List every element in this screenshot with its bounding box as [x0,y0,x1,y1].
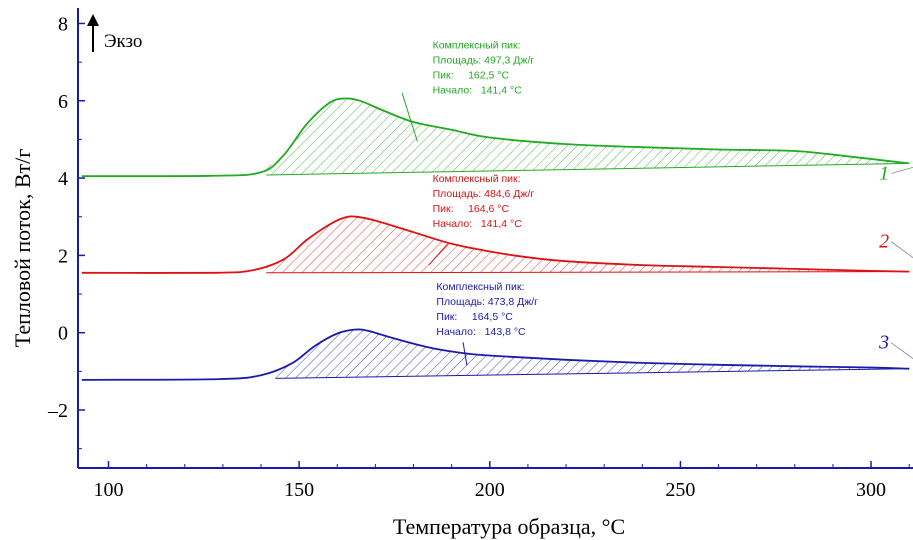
x-tick-label: 150 [284,479,314,501]
curve-number-labels: 1 2 3 [878,162,913,359]
curve-label-1: 1 [879,162,889,184]
peak-annotation-2: Комплексный пик: Площадь: 484,6 Дж/г Пик: … [428,173,535,266]
annotation-line: Начало: 143,8 °C [436,326,526,338]
annotation-line: Площадь: 497,3 Дж/г [433,55,535,67]
curve-label-leader [891,167,913,174]
annotation-line: Площадь: 473,8 Дж/г [436,296,538,308]
x-tick-label: 200 [475,479,505,501]
annotation-leader [401,92,418,142]
annotation-line: Пик: 164,6 °C [433,203,510,215]
exo-arrow-icon [87,14,99,52]
curve-3 [81,328,910,381]
annotation-line: Площадь: 484,6 Дж/г [433,188,535,200]
curve-label-leader [890,241,913,258]
curve-label-leader [890,342,913,359]
annotation-line: Пик: 164,5 °C [436,311,513,323]
annotation-line: Пик: 162,5 °C [433,70,510,82]
y-tick-label: 8 [58,13,68,35]
x-tick-label: 100 [94,479,124,501]
annotation-line: Комплексный пик: [436,281,524,293]
y-tick-label: 6 [58,91,68,113]
baseline-2 [266,271,910,274]
annotation-leader [462,342,468,366]
y-tick-label: 4 [58,168,68,190]
curve-1 [81,97,910,178]
peak-area-3 [275,329,910,379]
annotation-line: Комплексный пик: [433,173,521,185]
annotation-leader [428,243,449,266]
annotation-line: Комплексный пик: [433,40,521,52]
x-axis-title: Температура образца, °C [393,514,625,539]
y-tick-label: 0 [58,323,68,345]
curve-label-2: 2 [879,231,889,253]
curve-label-3: 3 [878,332,889,354]
y-axis-title: Тепловой поток, Вт/г [10,149,35,348]
x-tick-label: 250 [665,479,695,501]
axis-ticks [78,22,910,468]
annotation-line: Начало: 141,4 °C [433,85,523,97]
peak-annotations: Комплексный пик: Площадь: 497,3 Дж/г Пик: … [401,40,538,366]
exo-label: Экзо [104,31,142,52]
peak-annotation-3: Комплексный пик: Площадь: 473,8 Дж/г Пик: … [436,281,538,366]
baseline-1 [266,162,910,176]
annotation-line: Начало: 141,4 °C [433,218,523,230]
y-tick-label: –2 [47,400,68,422]
heat-flow-curves [81,97,910,381]
peak-areas [266,98,910,379]
baseline-3 [275,368,910,379]
x-tick-label: 300 [856,479,886,501]
peak-area-1 [266,98,910,175]
axis-tick-labels: 100 150 200 250 300 8 6 4 2 0 –2 [47,13,886,501]
peak-annotation-1: Комплексный пик: Площадь: 497,3 Дж/г Пик: … [401,40,535,142]
peak-area-2 [266,216,910,273]
y-tick-label: 2 [58,245,68,267]
curve-2 [81,215,910,274]
